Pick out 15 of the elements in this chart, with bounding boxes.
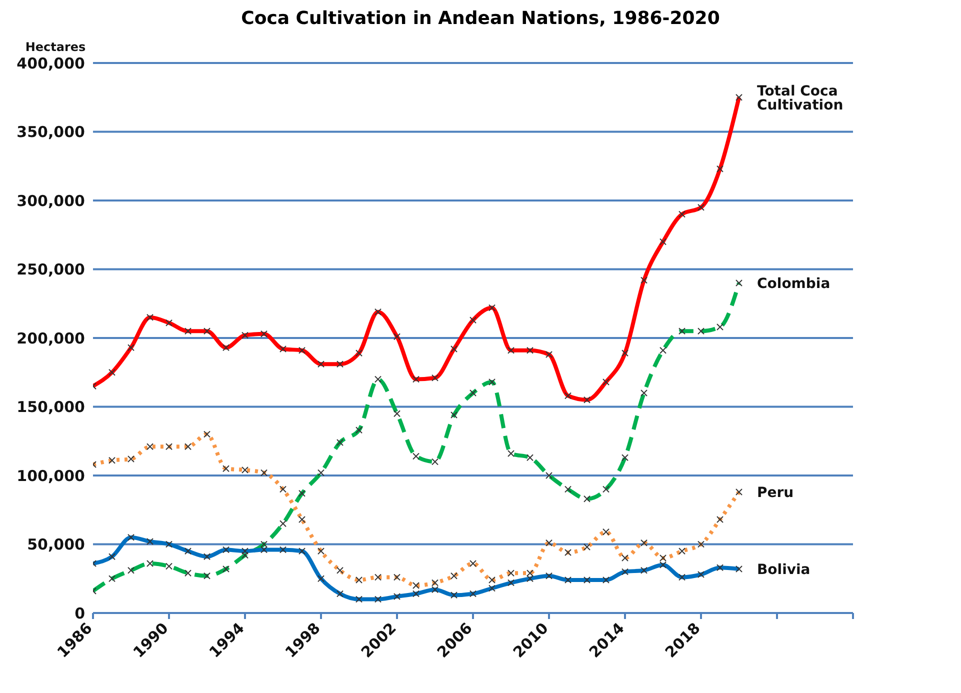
- y-tick-label: 200,000: [16, 329, 85, 348]
- series-label: Total Coca Cultivation: [757, 83, 844, 114]
- y-tick-label: 350,000: [16, 123, 85, 142]
- y-tick-label: 50,000: [27, 536, 85, 554]
- y-tick-label: 250,000: [16, 260, 85, 279]
- chart-title: Coca Cultivation in Andean Nations, 1986-2020: [240, 8, 721, 29]
- series-label: Peru: [757, 484, 794, 501]
- series-label: Colombia: [757, 276, 830, 292]
- y-tick-label: 150,000: [16, 398, 85, 416]
- y-tick-label: 300,000: [16, 192, 85, 210]
- y-tick-label: 0: [74, 604, 85, 622]
- y-tick-label: 100,000: [16, 466, 85, 485]
- y-tick-label: 400,000: [16, 54, 85, 72]
- series-label: Bolivia: [757, 562, 810, 578]
- y-axis-title: Hectares: [25, 40, 86, 54]
